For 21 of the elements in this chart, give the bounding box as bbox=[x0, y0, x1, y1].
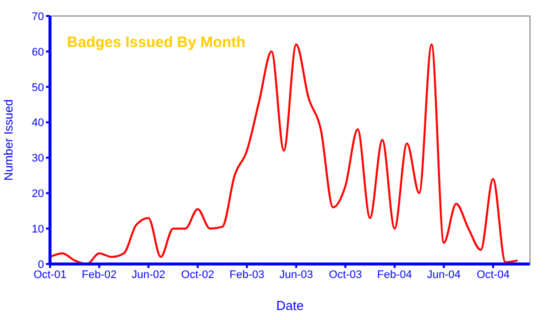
x-tick-label: Feb-02 bbox=[82, 268, 117, 281]
x-tick-label: Feb-04 bbox=[377, 268, 412, 281]
x-tick-label: Jun-03 bbox=[279, 268, 313, 281]
y-tick-label: 40 bbox=[32, 117, 44, 130]
y-tick-label: 60 bbox=[32, 46, 44, 58]
x-axis-title: Date bbox=[276, 298, 304, 313]
x-tick-label: Oct-01 bbox=[33, 268, 67, 281]
y-tick-label: 50 bbox=[32, 82, 44, 94]
y-tick-label: 70 bbox=[32, 10, 44, 23]
y-tick-label: 30 bbox=[32, 152, 44, 165]
x-tick-label: Oct-02 bbox=[181, 268, 214, 281]
x-tick-label: Oct-04 bbox=[476, 268, 510, 281]
y-tick-label: 0 bbox=[38, 258, 44, 271]
y-tick-label: 20 bbox=[32, 188, 44, 200]
x-tick-label: Oct-03 bbox=[328, 268, 362, 281]
x-tick-label: Feb-03 bbox=[229, 268, 264, 281]
y-tick-label: 10 bbox=[32, 223, 44, 236]
x-tick-label: Jun-04 bbox=[427, 268, 461, 281]
x-tick-label: Jun-02 bbox=[132, 268, 166, 281]
y-axis-title: Number Issued bbox=[1, 99, 16, 181]
text: Badges Issued By Month bbox=[67, 34, 246, 51]
